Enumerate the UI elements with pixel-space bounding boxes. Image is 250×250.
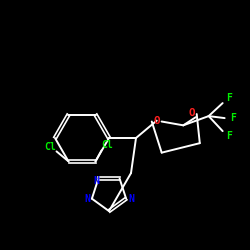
Text: Cl: Cl bbox=[102, 140, 114, 150]
Text: N: N bbox=[128, 194, 134, 204]
Text: N: N bbox=[94, 176, 99, 186]
Text: O: O bbox=[188, 108, 195, 118]
Text: F: F bbox=[226, 131, 232, 141]
Text: N: N bbox=[84, 194, 90, 204]
Text: O: O bbox=[153, 116, 160, 126]
Text: F: F bbox=[226, 93, 232, 103]
Text: Cl: Cl bbox=[44, 142, 56, 152]
Text: F: F bbox=[230, 113, 235, 123]
